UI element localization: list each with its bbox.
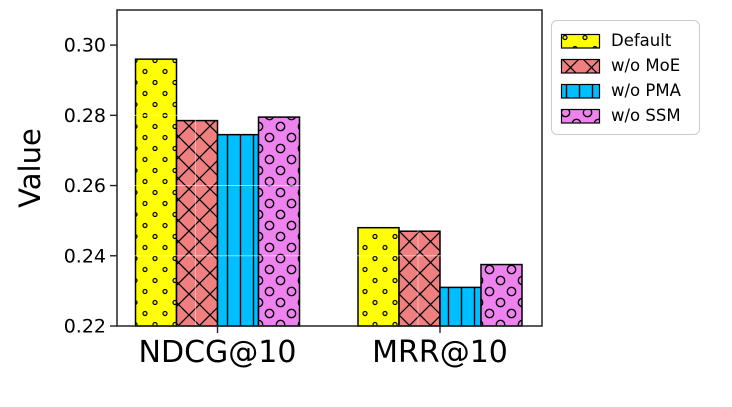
bar-w-o-pma-mrr-10-hatch	[439, 286, 482, 327]
plot-border	[116, 9, 543, 327]
bar-default-ndcg-10-hatch	[134, 58, 178, 327]
grid-layer	[117, 10, 542, 326]
legend-label: w/o PMA	[611, 81, 681, 100]
legend-item-default: Default	[560, 28, 699, 53]
legend-swatch-wo-moe-icon	[560, 58, 601, 74]
y-tick-label: 0.30	[64, 35, 106, 57]
y-tick-label: 0.22	[64, 316, 106, 338]
legend: Default w/o MoE w/o PMA w/o SSM	[551, 20, 700, 135]
y-tick-label: 0.24	[64, 245, 106, 267]
legend-label: w/o SSM	[611, 106, 681, 125]
bars-layer	[134, 58, 523, 327]
bar-w-o-ssm-ndcg-10-hatch	[257, 116, 301, 327]
legend-item-wo-ssm: w/o SSM	[560, 103, 699, 128]
swatch-hatch	[560, 58, 601, 74]
bar-w-o-pma-ndcg-10-hatch	[216, 133, 260, 327]
swatch-hatch	[560, 33, 601, 49]
swatch-hatch	[560, 108, 601, 124]
y-tick-label: 0.26	[64, 175, 106, 197]
swatch-hatch	[560, 83, 601, 99]
x-tick-label: NDCG@10	[139, 335, 297, 370]
legend-label: Default	[611, 31, 672, 50]
legend-swatch-wo-pma-icon	[560, 83, 601, 99]
legend-swatch-default-icon	[560, 33, 601, 49]
legend-item-wo-moe: w/o MoE	[560, 53, 699, 78]
legend-item-wo-pma: w/o PMA	[560, 78, 699, 103]
x-tick-label: MRR@10	[372, 335, 508, 370]
bar-w-o-ssm-mrr-10-hatch	[480, 263, 523, 327]
legend-label: w/o MoE	[611, 56, 681, 75]
bar-w-o-moe-ndcg-10-hatch	[175, 119, 219, 327]
bar-default-mrr-10-hatch	[357, 226, 400, 327]
bar-w-o-moe-mrr-10-hatch	[398, 230, 441, 327]
y-axis-label: Value	[13, 128, 47, 208]
y-tick-label: 0.28	[64, 105, 106, 127]
axes-layer: 0.22 0.24 0.26 0.28 0.30 NDCG@10 MRR@10	[64, 9, 543, 370]
legend-swatch-wo-ssm-icon	[560, 108, 601, 124]
